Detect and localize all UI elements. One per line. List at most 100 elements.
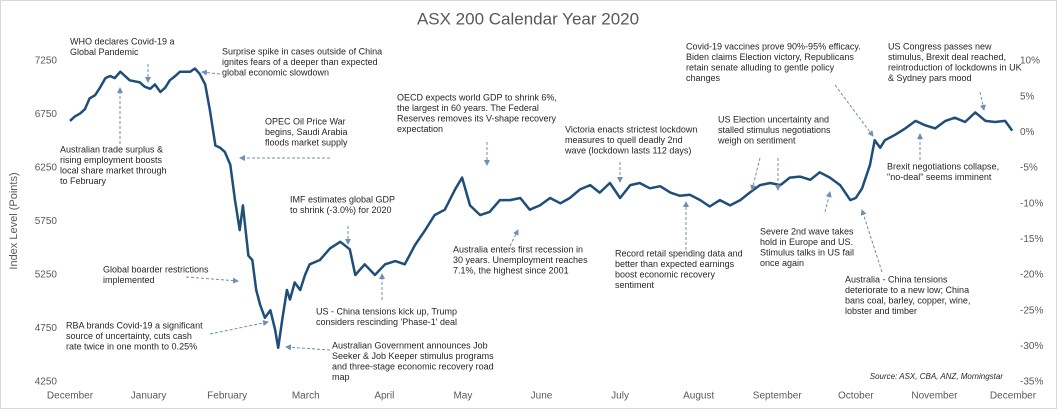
x-tick-label: February	[207, 391, 247, 402]
index-line	[69, 67, 1014, 350]
annotation-arrow	[185, 276, 239, 284]
annotation: rising employment boosts	[60, 155, 163, 165]
annotation: Australian trade surplus &	[60, 144, 163, 154]
chart-title: ASX 200 Calendar Year 2020	[417, 9, 639, 28]
annotation: Australian Government announces Job	[332, 340, 488, 350]
annotation-arrow	[750, 157, 761, 191]
annotation: Global Pandemic	[70, 47, 139, 57]
annotation: lobster and timber	[845, 306, 917, 316]
annotation: weigh on sentiment	[717, 135, 796, 145]
y2-tick-label: -20%	[1020, 270, 1043, 281]
x-tick-label: December	[990, 391, 1037, 402]
source: Source: ASX, CBA, ANZ, Morningstar	[870, 372, 1004, 381]
annotation-arrow	[285, 344, 331, 351]
annotation: OECD expects world GDP to shrink 6%,	[397, 92, 557, 102]
y-tick-label: 4250	[35, 377, 58, 388]
y-axis-label: Index Level (Points)	[8, 172, 20, 269]
annotation: Reserves removes its V-shape recovery	[397, 113, 557, 123]
annotation: Victoria enacts strictest lockdown	[565, 124, 697, 134]
y-tick-label: 7250	[35, 56, 58, 67]
y-tick-label: 6250	[35, 163, 58, 174]
annotation: Brexit negotiations collapse,	[887, 161, 999, 171]
y2-tick-label: 10%	[1020, 56, 1040, 67]
annotation: US Election uncertainty and	[718, 114, 829, 124]
annotation: source of uncertainty, cuts cash	[66, 331, 192, 341]
y2-tick-label: -5%	[1020, 163, 1038, 174]
y-tick-label: 4750	[35, 323, 58, 334]
annotation: WHO declares Covid-19 a	[70, 36, 175, 46]
annotation: Record retail spending data and	[615, 248, 743, 258]
x-tick-label: December	[47, 391, 94, 402]
annotation: retain senate alluding to gentle policy	[686, 62, 835, 72]
annotation: reintroduction of lockdowns in UK	[888, 62, 1022, 72]
annotation: to shrink (-3.0%) for 2020	[290, 205, 392, 215]
annotation: rate twice in one month to 0.25%	[66, 341, 197, 351]
annotation: to February	[60, 176, 107, 186]
annotation-arrow	[860, 209, 883, 273]
annotation-arrow	[824, 191, 832, 213]
y2-tick-label: 5%	[1020, 91, 1035, 102]
annotation: & Sydney pars mood	[888, 73, 972, 83]
annotation: global economic slowdown	[222, 67, 329, 77]
y-tick-label: 5250	[35, 270, 58, 281]
x-tick-label: June	[531, 391, 553, 402]
x-tick-label: September	[753, 391, 803, 402]
annotation: hold in Europe and US.	[760, 237, 853, 247]
annotation: Stimulus talks in US fail	[760, 247, 854, 257]
annotation: OPEC Oil Price War	[265, 116, 346, 126]
y2-tick-label: -30%	[1020, 341, 1043, 352]
annotation: measures to quell deadly 2nd	[565, 135, 683, 145]
annotation: once again	[760, 258, 804, 268]
annotation: floods market supply	[265, 137, 348, 147]
annotation: expectation	[397, 124, 443, 134]
x-tick-label: October	[838, 391, 874, 402]
x-tick-label: April	[374, 391, 394, 402]
annotation: boost economic recovery	[615, 269, 716, 279]
annotation: sentiment	[615, 280, 655, 290]
y-tick-label: 5750	[35, 216, 58, 227]
y2-tick-label: -25%	[1020, 305, 1043, 316]
annotation: Global boarder restrictions	[103, 264, 209, 274]
annotation: Australia enters first recession in	[453, 244, 583, 254]
annotation: IMF estimates global GDP	[290, 194, 395, 204]
x-tick-label: May	[453, 391, 472, 402]
annotation: 7.1%, the highest since 2001	[453, 265, 569, 275]
annotation: local share market through	[60, 165, 167, 175]
annotation-arrow	[979, 91, 986, 111]
annotation: ignites fears of a deeper than expected	[222, 57, 378, 67]
x-tick-label: July	[611, 391, 629, 402]
x-tick-label: March	[292, 391, 320, 402]
x-tick-label: August	[683, 391, 714, 402]
y2-tick-label: -10%	[1020, 198, 1043, 209]
annotation: US Congress passes new	[888, 41, 992, 51]
annotation: the largest in 60 years. The Federal	[397, 103, 539, 113]
annotation-arrow	[834, 84, 874, 137]
annotation: Covid-19 vaccines prove 90%-95% efficacy…	[686, 41, 861, 51]
annotation: changes	[686, 73, 721, 83]
annotation: stalled stimulus negotiations	[718, 125, 831, 135]
annotation: stimulus, Brexit deal reached,	[888, 52, 1006, 62]
annotation: bans coal, barley, copper, wine,	[845, 295, 970, 305]
y2-tick-label: 0%	[1020, 127, 1035, 138]
annotation: considers rescinding 'Phase-1' deal	[316, 317, 457, 327]
annotation: "no-deal" seems imminent	[887, 172, 992, 182]
x-tick-label: November	[911, 391, 958, 402]
annotation-arrow	[201, 69, 221, 76]
annotation: US - China tensions kick up, Trump	[316, 306, 457, 316]
annotation: RBA brands Covid-19 a significant	[66, 320, 203, 330]
annotation: wave (lockdown lasts 112 days)	[564, 145, 691, 155]
x-tick-label: January	[131, 391, 167, 402]
annotation: Biden claims Election victory, Republica…	[686, 52, 854, 62]
annotation: begins, Saudi Arabia	[265, 127, 348, 137]
annotation: implemented	[103, 275, 155, 285]
annotation: Australia - China tensions	[845, 274, 948, 284]
y-tick-label: 6750	[35, 109, 58, 120]
annotation: 30 years. Unemployment reaches	[453, 255, 588, 265]
annotation: Severe 2nd wave takes	[760, 226, 854, 236]
annotation: Surprise spike in cases outside of China	[222, 46, 382, 56]
annotation: better than expected earnings	[615, 259, 735, 269]
annotation-arrow	[209, 320, 269, 335]
annotation: map	[332, 372, 350, 382]
annotation-arrow	[509, 229, 519, 247]
annotation: and three-stage economic recovery road	[332, 361, 494, 371]
